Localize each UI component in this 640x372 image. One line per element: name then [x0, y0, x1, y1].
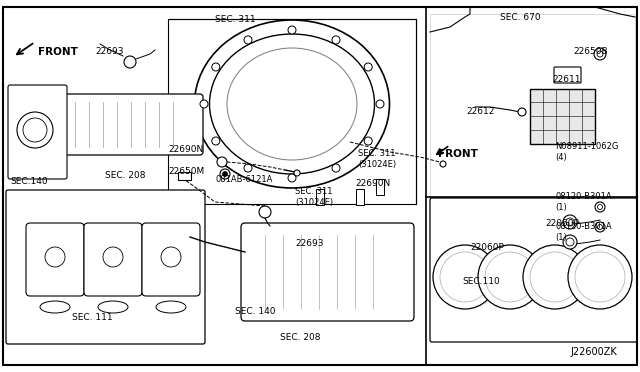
FancyBboxPatch shape	[430, 198, 637, 342]
Circle shape	[212, 63, 220, 71]
Text: FRONT: FRONT	[438, 149, 478, 159]
FancyBboxPatch shape	[57, 94, 203, 155]
Text: SEC. 670: SEC. 670	[500, 13, 541, 22]
Text: N08911-1062G
(4): N08911-1062G (4)	[555, 142, 618, 162]
FancyBboxPatch shape	[26, 223, 84, 296]
Text: 22612: 22612	[466, 106, 494, 115]
Text: 08120-B301A
(1): 08120-B301A (1)	[555, 222, 612, 242]
Circle shape	[598, 224, 602, 230]
Circle shape	[440, 252, 490, 302]
Text: 08120-B301A
(1): 08120-B301A (1)	[555, 192, 612, 212]
Text: SEC.140: SEC.140	[10, 177, 47, 186]
FancyBboxPatch shape	[177, 171, 191, 180]
Text: 22650B: 22650B	[573, 48, 607, 57]
Ellipse shape	[156, 301, 186, 313]
Circle shape	[563, 235, 577, 249]
Circle shape	[223, 171, 227, 176]
FancyBboxPatch shape	[84, 223, 142, 296]
Circle shape	[478, 245, 542, 309]
Text: 22060P: 22060P	[545, 219, 579, 228]
Circle shape	[595, 202, 605, 212]
Circle shape	[566, 238, 574, 246]
Text: 081AB-6121A: 081AB-6121A	[215, 174, 273, 183]
Circle shape	[566, 218, 574, 226]
Text: 22611: 22611	[552, 74, 580, 83]
Text: J22600ZK: J22600ZK	[570, 347, 617, 357]
Circle shape	[575, 252, 625, 302]
Bar	[316, 189, 324, 205]
Text: SEC. 311
(31024E): SEC. 311 (31024E)	[358, 149, 396, 169]
Circle shape	[364, 137, 372, 145]
FancyBboxPatch shape	[142, 223, 200, 296]
Text: 22690N: 22690N	[355, 180, 390, 189]
Circle shape	[594, 48, 606, 60]
Circle shape	[161, 247, 181, 267]
FancyBboxPatch shape	[8, 85, 67, 179]
Circle shape	[23, 118, 47, 142]
Circle shape	[200, 100, 208, 108]
Circle shape	[288, 174, 296, 182]
Circle shape	[45, 247, 65, 267]
FancyBboxPatch shape	[430, 14, 635, 197]
Circle shape	[17, 112, 53, 148]
Ellipse shape	[209, 34, 374, 174]
Circle shape	[597, 51, 603, 57]
Circle shape	[433, 245, 497, 309]
Text: 22690N: 22690N	[168, 145, 204, 154]
FancyBboxPatch shape	[554, 67, 581, 83]
Circle shape	[244, 36, 252, 44]
Text: SEC. 111: SEC. 111	[72, 312, 113, 321]
Circle shape	[217, 157, 227, 167]
FancyBboxPatch shape	[168, 19, 416, 204]
Ellipse shape	[40, 301, 70, 313]
Circle shape	[103, 247, 123, 267]
Circle shape	[259, 206, 271, 218]
Circle shape	[376, 100, 384, 108]
Circle shape	[332, 164, 340, 172]
Circle shape	[332, 36, 340, 44]
Text: SEC. 311: SEC. 311	[215, 16, 255, 25]
Text: 22693: 22693	[95, 48, 124, 57]
Ellipse shape	[98, 301, 128, 313]
FancyBboxPatch shape	[43, 105, 65, 144]
Circle shape	[364, 63, 372, 71]
Circle shape	[598, 205, 602, 209]
Text: 22693: 22693	[295, 240, 323, 248]
Text: SEC. 208: SEC. 208	[105, 171, 145, 180]
Circle shape	[563, 215, 577, 229]
Circle shape	[440, 161, 446, 167]
FancyBboxPatch shape	[6, 190, 205, 344]
Circle shape	[523, 245, 587, 309]
Circle shape	[530, 252, 580, 302]
Text: 22650M: 22650M	[168, 167, 204, 176]
Circle shape	[518, 108, 526, 116]
Text: 22060P: 22060P	[470, 243, 504, 251]
Circle shape	[485, 252, 535, 302]
Text: SEC. 140: SEC. 140	[235, 308, 275, 317]
Text: FRONT: FRONT	[38, 47, 78, 57]
Bar	[376, 179, 384, 195]
FancyBboxPatch shape	[530, 89, 595, 144]
Circle shape	[294, 170, 300, 176]
Circle shape	[124, 56, 136, 68]
Ellipse shape	[195, 20, 390, 188]
Circle shape	[568, 245, 632, 309]
Circle shape	[220, 169, 230, 179]
Ellipse shape	[227, 48, 357, 160]
Text: SEC. 208: SEC. 208	[280, 333, 321, 341]
Circle shape	[212, 137, 220, 145]
Circle shape	[288, 26, 296, 34]
Circle shape	[244, 164, 252, 172]
Bar	[356, 189, 364, 205]
Circle shape	[595, 222, 605, 232]
Text: SEC.110: SEC.110	[462, 278, 500, 286]
Text: SEC. 311
(31024E): SEC. 311 (31024E)	[295, 187, 333, 207]
FancyBboxPatch shape	[241, 223, 414, 321]
